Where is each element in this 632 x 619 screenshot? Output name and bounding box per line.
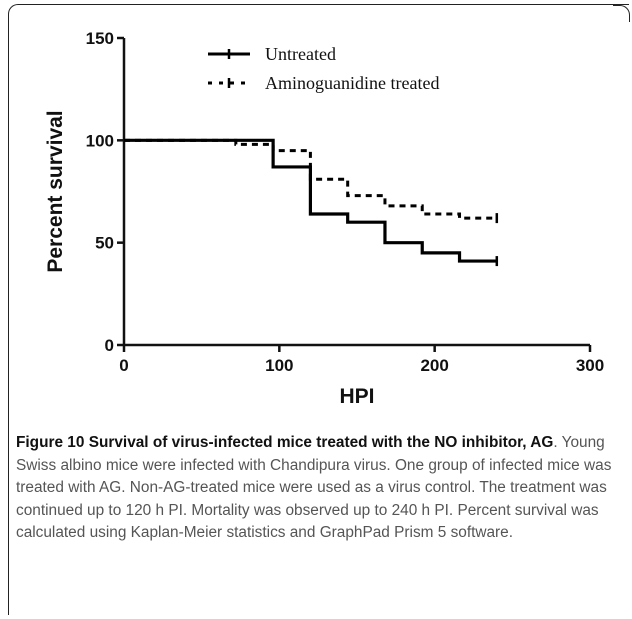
caption-body: . Young Swiss albino mice were infected …	[16, 434, 612, 541]
legend-label-2: Aminoguanidine treated	[265, 73, 439, 93]
y-tick-label: 150	[86, 29, 114, 48]
chart-series	[124, 138, 499, 267]
x-axis-title: HPI	[339, 385, 374, 408]
figure-caption: Figure 10 Survival of virus-infected mic…	[16, 432, 614, 545]
y-tick-label: 50	[95, 234, 114, 253]
series-line-2	[124, 138, 497, 220]
x-tick-label: 0	[119, 356, 128, 375]
survival-chart: 0 50 100 150 0 100 200 300 Untreated Aminoguanid…	[44, 29, 605, 408]
chart-axes: 0 50 100 150 0 100 200 300	[86, 29, 605, 375]
series-line-1	[124, 138, 497, 263]
y-tick-label: 100	[86, 131, 114, 150]
legend-label-1: Untreated	[265, 44, 336, 64]
y-axis-title: Percent survival	[44, 110, 67, 272]
chart-legend: Untreated Aminoguanidine treated	[208, 44, 439, 93]
y-tick-label: 0	[105, 336, 114, 355]
x-tick-label: 300	[576, 356, 604, 375]
caption-title: Figure 10 Survival of virus-infected mic…	[16, 434, 554, 451]
x-tick-label: 200	[420, 356, 448, 375]
figure-frame	[8, 4, 630, 615]
x-tick-label: 100	[265, 356, 293, 375]
